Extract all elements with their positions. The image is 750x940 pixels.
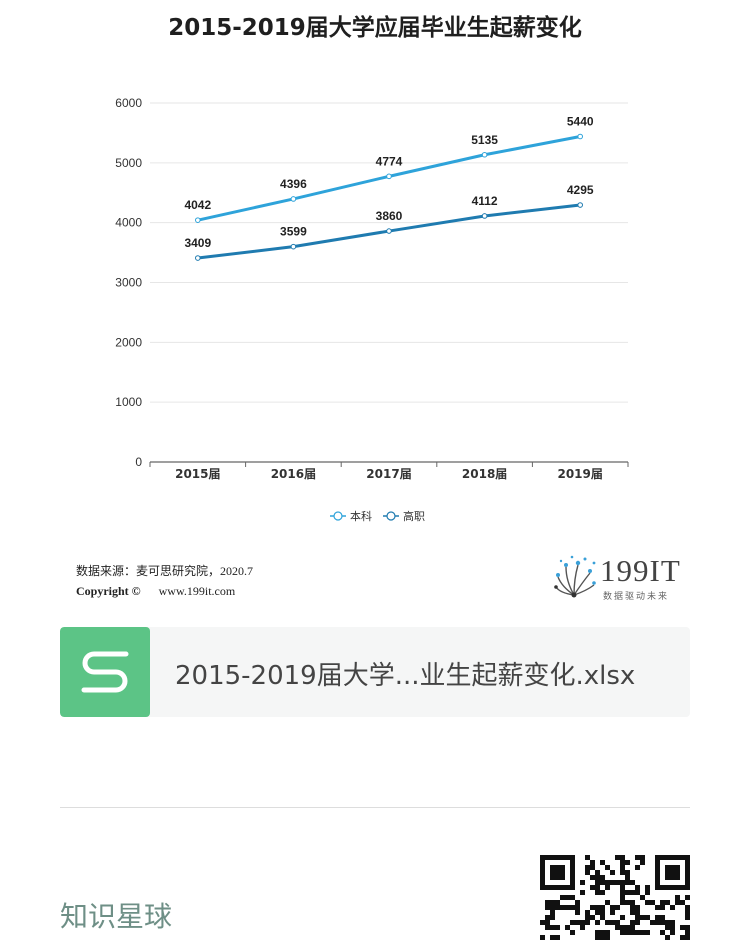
data-label: 3860 (376, 209, 403, 223)
data-point (386, 173, 392, 180)
y-tick-label: 3000 (115, 276, 142, 290)
data-label: 3409 (184, 236, 211, 250)
y-tick-label: 1000 (115, 395, 142, 409)
data-point (481, 213, 488, 219)
qr-code-icon[interactable] (540, 855, 690, 940)
dandelion-logo-icon (554, 555, 596, 598)
file-attachment-card[interactable]: 2015-2019届大学...业生起薪变化.xlsx (60, 627, 690, 717)
y-tick-label: 5000 (115, 156, 142, 170)
data-point (195, 255, 201, 261)
legend-marker (386, 511, 396, 521)
x-tick-label: 2015届 (175, 467, 220, 481)
logo-199it: 199IT 数据驱动未来 (552, 551, 682, 603)
divider (60, 807, 690, 808)
x-tick-label: 2017届 (366, 467, 411, 481)
legend-label: 本科 (350, 509, 372, 523)
line-chart: 0 1000 2000 3000 4000 5000 6000 2015届 2016届 2017届… (115, 96, 629, 523)
data-label: 4396 (280, 177, 307, 191)
legend-marker (333, 511, 343, 521)
data-point (481, 151, 488, 158)
file-name: 2015-2019届大学...业生起薪变化.xlsx (175, 661, 636, 691)
y-tick-label: 2000 (115, 335, 142, 349)
y-tick-label: 0 (135, 455, 142, 469)
y-tick-label: 6000 (115, 96, 142, 110)
data-label: 3599 (280, 225, 307, 239)
data-label: 4295 (567, 183, 594, 197)
source-text: 数据来源：麦可思研究院，2020.7 (76, 564, 254, 578)
data-point (290, 243, 297, 250)
logo-text: 199IT (600, 553, 681, 588)
source-url: www.199it.com (158, 584, 236, 598)
copyright-text: Copyright © (76, 584, 141, 598)
x-tick-label: 2016届 (271, 467, 316, 481)
data-point (290, 196, 297, 202)
legend-label: 高职 (403, 509, 425, 523)
data-label: 5135 (471, 133, 498, 147)
x-tick-label: 2018届 (462, 467, 507, 481)
data-point (195, 217, 201, 223)
source-note: 数据来源：麦可思研究院，2020.7 Copyright © www.199it… (76, 561, 253, 601)
data-label: 4112 (472, 194, 498, 208)
zsxq-label: 知识星球 (60, 900, 173, 933)
x-tick-label: 2019届 (557, 467, 602, 481)
data-label: 5440 (567, 115, 594, 129)
copyright-line: Copyright © www.199it.com (76, 581, 253, 601)
logo-tagline: 数据驱动未来 (603, 592, 670, 602)
data-label: 4774 (376, 154, 403, 168)
data-label: 4042 (184, 198, 211, 212)
spreadsheet-s-icon (60, 627, 150, 717)
chart-title: 2015-2019届大学应届毕业生起薪变化 (168, 15, 582, 41)
data-point (577, 133, 584, 140)
data-point (577, 202, 584, 208)
y-tick-label: 4000 (115, 216, 142, 230)
data-point (386, 228, 392, 234)
